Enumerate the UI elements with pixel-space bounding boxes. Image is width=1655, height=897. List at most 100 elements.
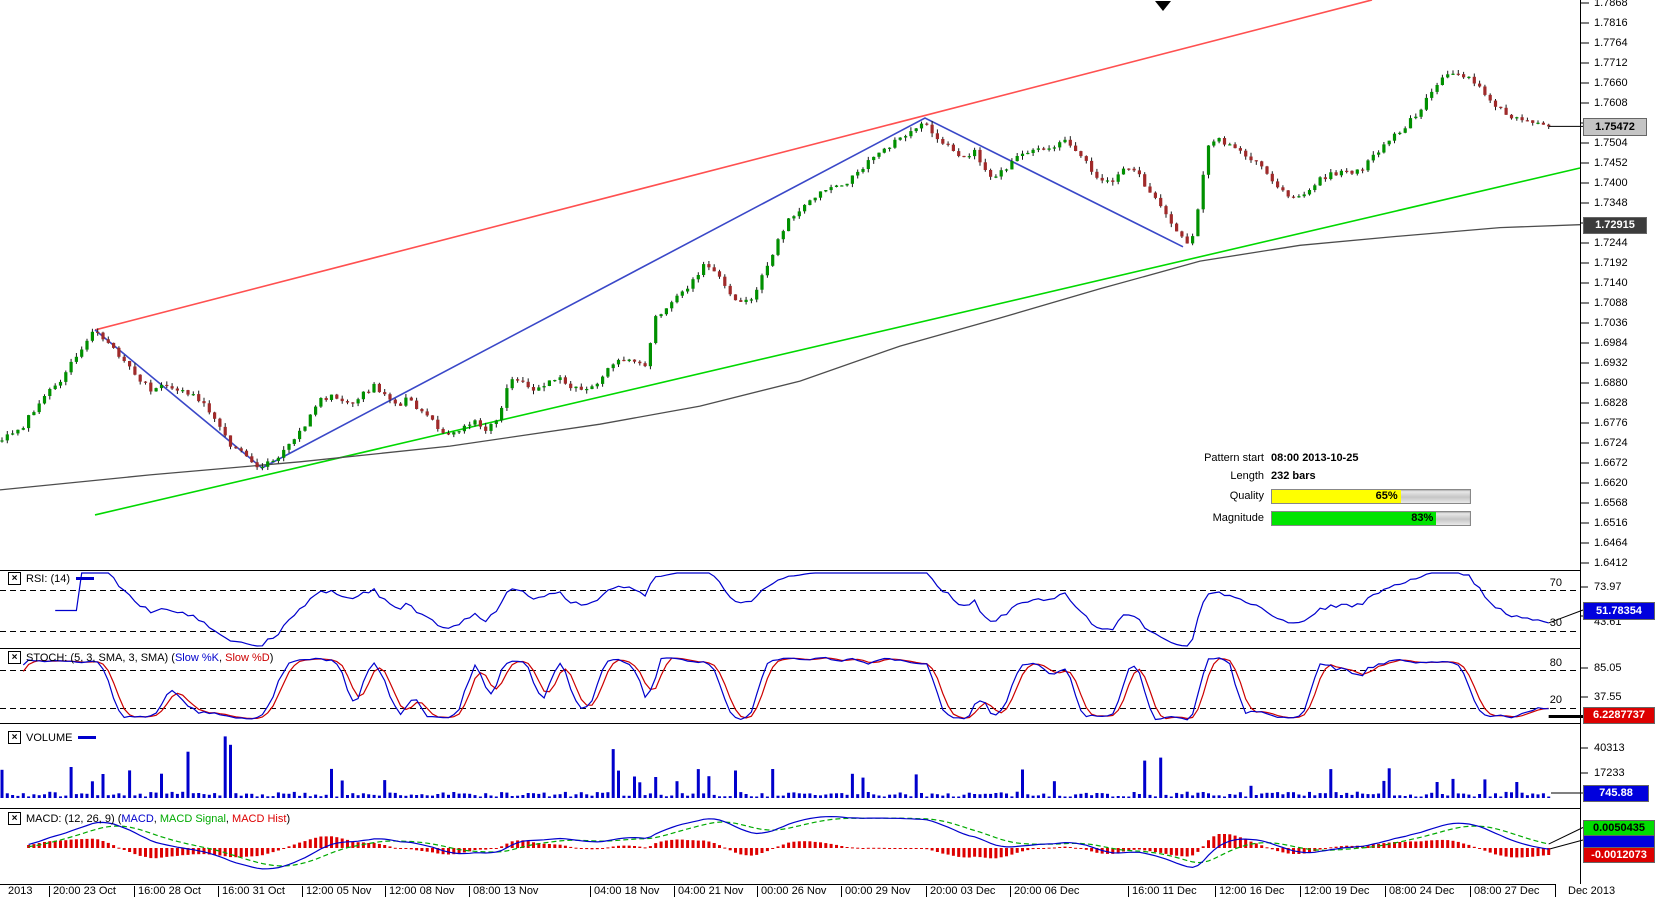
time-tick-label: 12:00 16 Dec	[1215, 886, 1284, 897]
punct: )	[286, 812, 291, 825]
pattern-marker-triangle-icon	[1155, 1, 1171, 11]
magnitude-percent: 83%	[1411, 511, 1434, 524]
macd-hist-legend: MACD Hist	[232, 812, 287, 825]
time-tick-label: 08:00 13 Nov	[469, 886, 538, 897]
indicator-level-lines	[0, 590, 1580, 709]
price-tick-label: 1.7868	[1594, 0, 1628, 9]
volume-bars	[0, 736, 1551, 798]
volume-panel-header: × VOLUME	[8, 731, 97, 744]
price-tick-label: 1.6932	[1594, 357, 1628, 369]
checkbox-x-icon: ×	[11, 651, 18, 663]
time-tick-label: 16:00 11 Dec	[1128, 886, 1197, 897]
price-tick-label: 1.6776	[1594, 417, 1628, 429]
time-tick-label: 12:00 08 Nov	[385, 886, 454, 897]
time-tick-label: 00:00 29 Nov	[841, 886, 910, 897]
time-tick-label: 00:00 26 Nov	[757, 886, 826, 897]
moving-average-line	[0, 224, 1581, 491]
leader-lines	[1548, 125, 1584, 850]
stoch-indicator-label: STOCH: (5, 3, SMA, 3, SMA)	[26, 651, 169, 664]
stoch-visibility-checkbox[interactable]: ×	[8, 651, 21, 664]
time-tick-label: 20:00 23 Oct	[49, 886, 116, 897]
current-price-box: 1.75472	[1583, 118, 1647, 136]
pattern-start-value: 08:00 2013-10-25	[1271, 452, 1359, 464]
stoch-slow-k-legend: Slow %K	[174, 651, 219, 664]
macd-signal-value-box: 0.0050435	[1583, 820, 1655, 836]
macd-visibility-checkbox[interactable]: ×	[8, 812, 21, 825]
time-tick-label: 12:00 05 Nov	[302, 886, 371, 897]
stoch-upper-axis-value: 85.05	[1594, 662, 1622, 674]
time-tick-label: 04:00 21 Nov	[674, 886, 743, 897]
moving-average-value-box: 1.72915	[1583, 217, 1647, 234]
stoch-k-line	[22, 656, 1549, 721]
pattern-outline[interactable]	[94, 117, 1184, 469]
macd-panel-header: × MACD: (12, 26, 9) (MACD, MACD Signal, …	[8, 812, 290, 825]
macd-signal-line	[28, 817, 1549, 867]
magnitude-progress-fill: 83%	[1272, 511, 1437, 525]
pattern-magnitude-label: Magnitude	[1212, 512, 1264, 524]
punct: ,	[153, 812, 160, 825]
rsi-upper-level-label: 70	[1549, 577, 1562, 589]
pattern-length-row: Length 232 bars	[1178, 467, 1480, 485]
price-tick-label: 1.7764	[1594, 37, 1628, 49]
time-tick-label: 12:00 19 Dec	[1300, 886, 1369, 897]
punct: (	[114, 812, 122, 825]
punct: (	[168, 651, 175, 664]
time-axis-year-label: 2013	[8, 885, 33, 897]
price-tick-label: 1.6672	[1594, 457, 1628, 469]
rsi-visibility-checkbox[interactable]: ×	[8, 572, 21, 585]
punct: )	[269, 651, 274, 664]
price-tick-label: 1.6568	[1594, 497, 1628, 509]
price-tick-label: 1.7608	[1594, 97, 1628, 109]
macd-histogram	[27, 834, 1551, 859]
pattern-info-panel: Pattern start 08:00 2013-10-25 Length 23…	[1178, 449, 1480, 527]
price-tick-label: 1.7452	[1594, 157, 1628, 169]
panel-borders	[0, 0, 1581, 897]
rsi-line-sample-icon	[76, 577, 95, 580]
pattern-quality-row: Quality 65%	[1178, 487, 1480, 505]
price-tick-label: 1.6620	[1594, 477, 1628, 489]
time-tick-label: 20:00 06 Dec	[1010, 886, 1079, 897]
stoch-upper-level-label: 80	[1549, 657, 1562, 669]
stoch-panel-header: × STOCH: (5, 3, SMA, 3, SMA) (Slow %K, S…	[8, 651, 273, 664]
price-tick-label: 1.7660	[1594, 77, 1628, 89]
punct: ,	[218, 651, 226, 664]
checkbox-x-icon: ×	[11, 812, 18, 824]
stoch-slow-d-legend: Slow %D	[225, 651, 270, 664]
macd-line-legend: MACD	[121, 812, 154, 825]
macd-indicator-label: MACD: (12, 26, 9)	[26, 812, 115, 825]
price-tick-label: 1.6724	[1594, 437, 1628, 449]
pattern-quality-label: Quality	[1229, 490, 1264, 502]
checkbox-x-icon: ×	[11, 731, 18, 743]
pattern-start-label: Pattern start	[1204, 452, 1264, 464]
price-tick-label: 1.6516	[1594, 517, 1628, 529]
price-tick-label: 1.7192	[1594, 257, 1628, 269]
volume-indicator-label: VOLUME	[26, 731, 73, 744]
checkbox-x-icon: ×	[11, 572, 18, 584]
stoch-lower-level-label: 20	[1549, 694, 1562, 706]
time-tick-label: 08:00 27 Dec	[1470, 886, 1539, 897]
volume-visibility-checkbox[interactable]: ×	[8, 731, 21, 744]
volume-value-box: 745.88	[1583, 785, 1649, 802]
price-tick-label: 1.6412	[1594, 557, 1628, 569]
rsi-panel-header: × RSI: (14)	[8, 572, 95, 585]
pattern-magnitude-row: Magnitude 83%	[1178, 509, 1480, 527]
stoch-value-box: 6.2287737	[1583, 707, 1655, 724]
macd-signal-legend: MACD Signal	[159, 812, 226, 825]
time-tick-label: 16:00 28 Oct	[134, 886, 201, 897]
rsi-lower-level-label: 30	[1549, 617, 1562, 629]
price-tick-label: 1.7504	[1594, 137, 1628, 149]
macd-line	[28, 815, 1549, 870]
punct: ,	[225, 812, 233, 825]
price-tick-label: 1.7088	[1594, 297, 1628, 309]
rsi-line	[55, 572, 1549, 647]
rsi-upper-axis-value: 73.97	[1594, 581, 1622, 593]
resistance-trendline[interactable]	[94, 0, 1373, 331]
quality-progress-fill: 65%	[1272, 489, 1401, 503]
pattern-start-row: Pattern start 08:00 2013-10-25	[1178, 449, 1480, 467]
pattern-length-label: Length	[1230, 470, 1264, 482]
pattern-length-value: 232 bars	[1271, 470, 1316, 482]
time-axis-era-label: Dec 2013	[1568, 885, 1616, 897]
stoch-lower-axis-value: 37.55	[1594, 691, 1622, 703]
